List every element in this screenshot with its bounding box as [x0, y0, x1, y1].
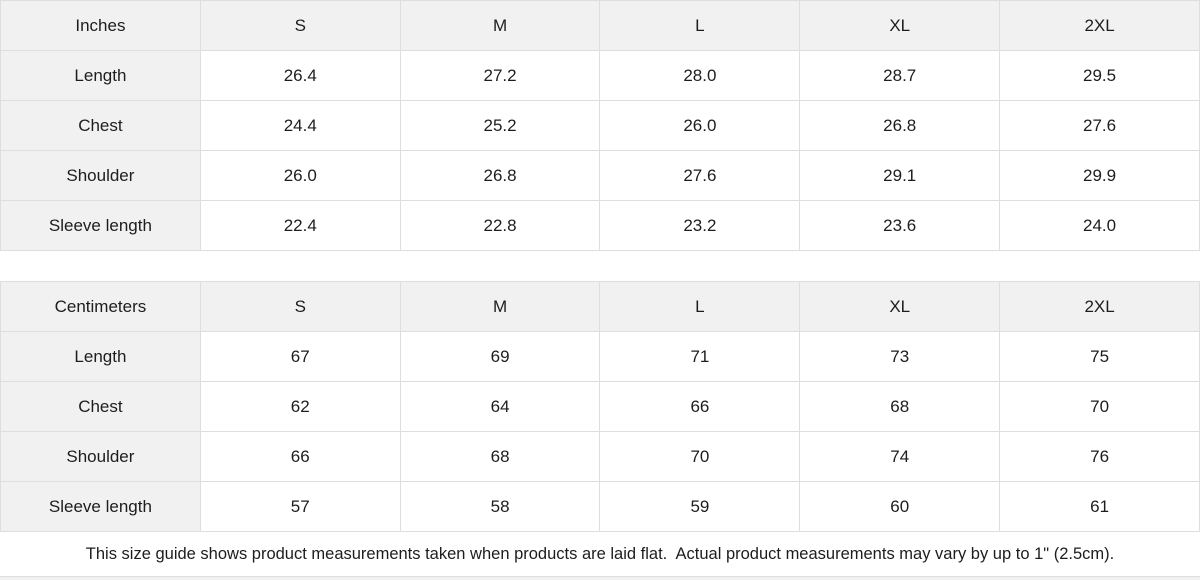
row-label-cell: Sleeve length: [0, 481, 201, 532]
row-label-cell: Chest: [0, 381, 201, 432]
value-cell: 24.0: [999, 200, 1200, 251]
value-cell: 68: [399, 431, 601, 482]
value-cell: 22.8: [399, 200, 601, 251]
table-row: Length 67 69 71 73 75: [0, 331, 1200, 382]
value-cell: 69: [399, 331, 601, 382]
value-cell: 26.8: [399, 150, 601, 201]
value-cell: 29.1: [799, 150, 1001, 201]
value-cell: 75: [999, 331, 1200, 382]
value-cell: 66: [199, 431, 401, 482]
value-cell: 28.7: [799, 50, 1001, 101]
row-label-cell: Chest: [0, 100, 201, 151]
row-label-cell: Shoulder: [0, 431, 201, 482]
table-header-row: Inches S M L XL 2XL: [0, 0, 1200, 51]
value-cell: 60: [799, 481, 1001, 532]
table-row: Shoulder 26.0 26.8 27.6 29.1 29.9: [0, 150, 1200, 201]
table-row: Chest 24.4 25.2 26.0 26.8 27.6: [0, 100, 1200, 151]
value-cell: 61: [999, 481, 1200, 532]
value-cell: 59: [599, 481, 801, 532]
value-cell: 29.9: [999, 150, 1200, 201]
value-cell: 76: [999, 431, 1200, 482]
row-label-cell: Shoulder: [0, 150, 201, 201]
value-cell: 64: [399, 381, 601, 432]
row-label-cell: Length: [0, 50, 201, 101]
size-header-cell: L: [599, 281, 801, 332]
value-cell: 26.0: [199, 150, 401, 201]
size-header-cell: M: [399, 281, 601, 332]
value-cell: 58: [399, 481, 601, 532]
bottom-background-strip: [0, 577, 1200, 580]
value-cell: 66: [599, 381, 801, 432]
table-row: Sleeve length 22.4 22.8 23.2 23.6 24.0: [0, 200, 1200, 251]
table-row: Shoulder 66 68 70 74 76: [0, 431, 1200, 482]
table-gap-spacer: [0, 251, 1200, 281]
size-header-cell: L: [599, 0, 801, 51]
row-label-cell: Length: [0, 331, 201, 382]
value-cell: 26.4: [199, 50, 401, 101]
row-label-cell: Sleeve length: [0, 200, 201, 251]
centimeters-table: Centimeters S M L XL 2XL Length 67 69 71…: [0, 281, 1200, 532]
value-cell: 26.8: [799, 100, 1001, 151]
table-row: Chest 62 64 66 68 70: [0, 381, 1200, 432]
size-header-cell: S: [199, 0, 401, 51]
table-row: Sleeve length 57 58 59 60 61: [0, 481, 1200, 532]
table-row: Length 26.4 27.2 28.0 28.7 29.5: [0, 50, 1200, 101]
value-cell: 70: [599, 431, 801, 482]
value-cell: 27.6: [999, 100, 1200, 151]
value-cell: 25.2: [399, 100, 601, 151]
size-guide-note: This size guide shows product measuremen…: [0, 532, 1200, 577]
value-cell: 26.0: [599, 100, 801, 151]
value-cell: 28.0: [599, 50, 801, 101]
size-header-cell: M: [399, 0, 601, 51]
size-header-cell: S: [199, 281, 401, 332]
value-cell: 74: [799, 431, 1001, 482]
value-cell: 29.5: [999, 50, 1200, 101]
value-cell: 27.2: [399, 50, 601, 101]
value-cell: 23.6: [799, 200, 1001, 251]
size-header-cell: 2XL: [999, 281, 1200, 332]
unit-header-cell: Inches: [0, 0, 201, 51]
size-header-cell: XL: [799, 281, 1001, 332]
inches-table: Inches S M L XL 2XL Length 26.4 27.2 28.…: [0, 0, 1200, 251]
value-cell: 27.6: [599, 150, 801, 201]
size-header-cell: XL: [799, 0, 1001, 51]
value-cell: 68: [799, 381, 1001, 432]
value-cell: 62: [199, 381, 401, 432]
value-cell: 57: [199, 481, 401, 532]
value-cell: 67: [199, 331, 401, 382]
value-cell: 70: [999, 381, 1200, 432]
value-cell: 71: [599, 331, 801, 382]
value-cell: 24.4: [199, 100, 401, 151]
size-header-cell: 2XL: [999, 0, 1200, 51]
table-header-row: Centimeters S M L XL 2XL: [0, 281, 1200, 332]
value-cell: 73: [799, 331, 1001, 382]
unit-header-cell: Centimeters: [0, 281, 201, 332]
value-cell: 23.2: [599, 200, 801, 251]
value-cell: 22.4: [199, 200, 401, 251]
